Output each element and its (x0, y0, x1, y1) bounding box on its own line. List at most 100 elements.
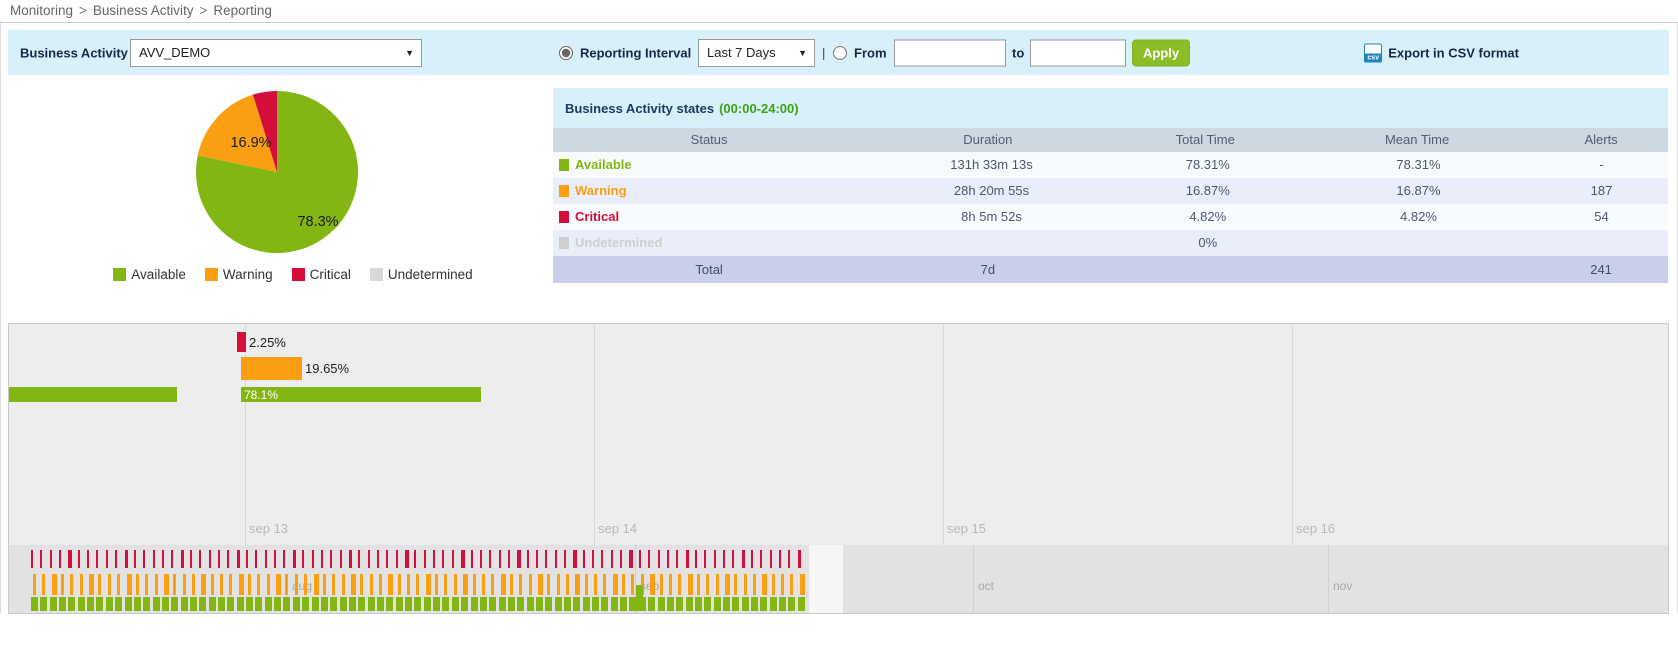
overview-tick-available (133, 597, 141, 611)
overview-tick-available (433, 597, 441, 611)
overview-tick-critical (49, 550, 52, 568)
overview-tick-warning (163, 574, 169, 595)
breadcrumb-monitoring[interactable]: Monitoring (10, 3, 74, 18)
table-row-undetermined: Undetermined 0% (553, 230, 1668, 256)
overview-tick-warning (182, 574, 186, 595)
overview-tick-critical (68, 550, 72, 568)
overview-tick-available (554, 597, 562, 611)
table-total-row: Total 7d 241 (553, 256, 1668, 283)
overview-tick-critical (87, 550, 90, 568)
overview-tick-warning (509, 574, 513, 595)
custom-range-radio[interactable] (833, 45, 847, 60)
timeline-bar-critical[interactable] (237, 332, 246, 352)
pie-slice-label-available: 78.3% (297, 214, 339, 230)
overview-tick-critical (171, 550, 174, 568)
overview-tick-available (348, 597, 356, 611)
overview-tick-critical (442, 550, 445, 568)
day-label: sep 16 (1296, 521, 1336, 536)
to-date-input[interactable] (1030, 39, 1126, 66)
col-duration: Duration (963, 132, 1013, 147)
overview-tick-available (236, 597, 244, 611)
divider (0, 22, 1678, 23)
cell-duration: 131h 33m 13s (950, 157, 1033, 172)
overview-tick-critical (620, 550, 623, 568)
day-label: sep 13 (249, 521, 289, 536)
overview-tick-available (694, 597, 702, 611)
business-activity-select[interactable]: AVV_DEMO (130, 38, 422, 67)
overview-tick-critical (704, 550, 707, 568)
overview-tick-critical (779, 550, 781, 568)
overview-tick-available (648, 597, 656, 611)
overview-tick-critical (358, 550, 361, 568)
overview-tick-available (377, 597, 384, 611)
overview-tick-warning (388, 574, 394, 595)
overview-tick-warning (117, 574, 121, 595)
overview-tick-warning (154, 574, 158, 595)
overview-tick-available (564, 597, 571, 611)
overview-tick-warning (481, 574, 485, 595)
overview-tick-available (470, 597, 478, 611)
toolbar-separator: | (822, 45, 826, 60)
cell-mean-time (1302, 230, 1535, 256)
overview-tick-critical (760, 550, 763, 568)
overview-tick-available (685, 597, 693, 611)
overview-tick-available (779, 597, 786, 611)
apply-button[interactable]: Apply (1132, 39, 1190, 66)
overview-tick-critical (320, 550, 323, 568)
timeline-bar-value: 2.25% (249, 335, 286, 350)
overview-tick-warning (668, 574, 672, 595)
overview-tick-warning (369, 574, 373, 595)
business-activity-label: Business Activity (20, 45, 128, 60)
interval-radio[interactable] (559, 45, 573, 60)
overview-tick-critical (694, 550, 697, 568)
states-table-title: Business Activity states (00:00-24:00) (553, 88, 1668, 128)
overview-tick-available (386, 597, 394, 611)
breadcrumb-separator: > (79, 3, 87, 18)
breadcrumb-separator: > (199, 3, 208, 18)
overview-tick-warning (753, 574, 756, 595)
overview-tick-warning (537, 574, 543, 595)
from-date-input[interactable] (894, 39, 1006, 66)
overview-tick-critical (330, 550, 333, 568)
timeline-bar-value: 78.1% (244, 388, 279, 402)
total-label: Total (695, 262, 723, 277)
overview-tick-warning (350, 574, 356, 595)
overview-tick-available (208, 597, 216, 611)
timeline-bar-available[interactable] (9, 387, 177, 402)
overview-tick-warning (650, 574, 656, 595)
overview-tick-critical (451, 550, 454, 568)
timeline-overview-band[interactable]: Timeline © SIMILE augsepoctnov (9, 545, 1668, 613)
overview-tick-warning (547, 574, 551, 595)
status-swatch (559, 159, 569, 171)
overview-tick-critical (31, 550, 33, 568)
timeline-main-band[interactable]: sep 13 sep 14 sep 15 sep 16 2.25% 19.65% 78.1% (9, 324, 1668, 545)
breadcrumb-business-activity[interactable]: Business Activity (92, 3, 194, 18)
overview-tick-critical (59, 550, 62, 568)
day-gridline (1292, 324, 1293, 545)
overview-visible-range[interactable] (809, 545, 843, 613)
overview-tick-warning (248, 574, 251, 595)
timeline-bar-warning[interactable] (241, 357, 302, 380)
overview-tick-critical (526, 550, 529, 568)
cell-duration: 28h 20m 55s (953, 183, 1030, 198)
month-label: oct (978, 579, 995, 593)
overview-tick-warning (332, 574, 336, 595)
overview-tick-warning (79, 574, 83, 595)
overview-tick-available (405, 597, 412, 611)
overview-tick-warning (463, 574, 469, 595)
overview-tick-warning (566, 574, 569, 595)
status-swatch (559, 185, 569, 197)
interval-select[interactable]: Last 7 Days (698, 38, 815, 67)
overview-tick-critical (713, 550, 716, 568)
overview-tick-critical (124, 550, 128, 568)
overview-tick-critical (592, 550, 594, 568)
breadcrumb-reporting[interactable]: Reporting (213, 3, 272, 18)
overview-tick-critical (339, 550, 342, 568)
timeline-bar-available[interactable] (241, 387, 481, 402)
overview-tick-available (535, 597, 543, 611)
overview-tick-warning (659, 574, 663, 595)
export-csv-link[interactable]: csv Export in CSV format (1364, 43, 1519, 62)
status-swatch (559, 211, 569, 223)
breadcrumb: Monitoring > Business Activity > Reporting (10, 3, 278, 18)
